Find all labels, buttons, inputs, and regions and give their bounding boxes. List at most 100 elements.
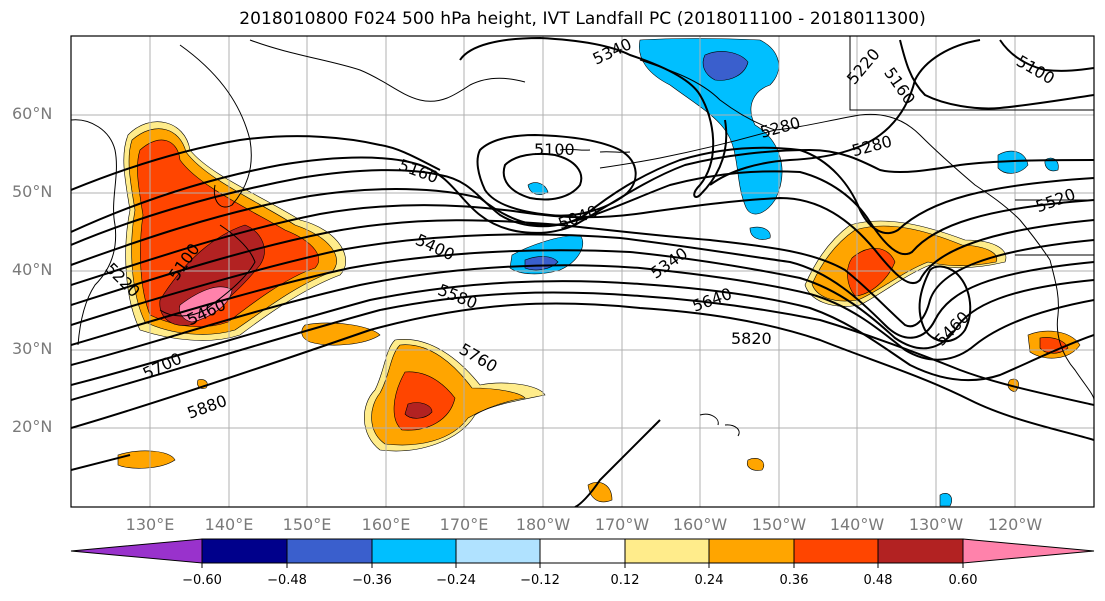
contour-label: 5700 [140,349,185,383]
lat-label: 40°N [12,260,53,279]
colorbar-tick-label: −0.60 [182,573,222,588]
contour-label: 5400 [413,230,458,264]
contour-line [459,36,728,198]
bering-islands [559,148,631,153]
lat-label: 30°N [12,339,53,358]
coastlines [71,36,1094,437]
colorbar-tick-label: 0.36 [779,573,809,588]
lon-label: 170°E [439,515,489,534]
ivt-negative-region [639,38,783,215]
contour-line [71,280,1094,386]
contour-line [709,39,981,186]
colorbar-tick-label: 0.12 [610,573,640,588]
ivt-negative-region [939,493,952,507]
ivt-negative-region [997,150,1029,174]
lat-label: 60°N [12,104,53,123]
ivt-positive-region [1039,337,1069,354]
north-america-coastline [1049,259,1094,401]
contour-line [71,135,441,191]
colorbar-segment [455,538,541,564]
ivt-negative-region [702,51,749,81]
ivt-positive-region [301,322,381,346]
colorbar-segment [201,538,288,564]
lon-label: 150°E [282,515,332,534]
contour-line [71,170,1094,266]
map-plot-area: 5340 5220 5160 5100 5280 5100 5160 5040 … [71,34,1094,507]
colorbar-tick-label: −0.48 [267,573,307,588]
contour-line [71,291,1094,406]
contour-line [71,249,1094,350]
contour-label: 5820 [731,329,772,348]
japan-coastline [159,224,256,317]
map-frame [70,35,1095,508]
lat-label: 50°N [12,182,53,201]
height-contours [71,36,1094,507]
lat-label: 20°N [12,417,53,436]
ivt-negative-region [749,226,771,240]
contour-line [71,196,1094,286]
colorbar-segment [286,538,373,564]
colorbar-segment [962,538,1095,564]
contour-line [502,152,583,201]
contour-label: 5220 [843,45,884,88]
lon-label: 120°W [987,515,1043,534]
contour-line [71,302,1094,441]
asia-coastline [71,119,117,346]
us-canada-border [1015,199,1094,256]
contour-line [999,39,1094,72]
colorbar-segment [70,538,203,564]
contour-label: 5100 [534,140,575,159]
lon-label: 180°W [515,515,571,534]
colorbar-segment [539,538,626,564]
contour-label: 5280 [850,131,894,160]
siberia-coastline [249,39,526,102]
lon-label: 170°W [594,515,650,534]
contour-label: 5160 [396,155,441,187]
colorbar [70,538,1095,568]
contour-label: 5340 [647,244,691,283]
hawaii-islands [699,413,740,437]
colorbar-tick-label: −0.36 [352,573,392,588]
colorbar-segment [793,538,879,564]
lon-label: 150°W [751,515,807,534]
lon-label: 140°W [829,515,885,534]
contour-line [918,265,972,343]
ivt-negative-region [1044,157,1059,172]
contour-label: 5880 [185,391,230,423]
graticule [71,36,1094,507]
colorbar-tick-label: 0.24 [694,573,724,588]
contour-line [71,219,1094,328]
contour-label: 5520 [1033,184,1078,216]
contour-line [476,133,637,217]
colorbar-segment [371,538,457,564]
contour-label: 5340 [590,34,635,68]
ivt-positive-region [747,458,765,471]
contour-line [71,264,1094,366]
ivt-positive-region [404,402,433,419]
contour-line [71,233,1094,339]
lon-label: 140°E [204,515,254,534]
colorbar-tick-label: 0.60 [948,573,978,588]
lon-label: 130°W [908,515,964,534]
colorbar-tick-label: −0.12 [520,573,560,588]
kamchatka-coastline [179,44,252,208]
map-title: 2018010800 F024 500 hPa height, IVT Land… [239,9,926,29]
lon-label: 160°E [361,515,411,534]
colorbar-tick-label: −0.24 [436,573,476,588]
canada-border [849,36,1094,111]
alaska-coastline [639,59,1051,261]
contour-line [71,146,1094,246]
lon-label: 160°W [672,515,728,534]
alaska-peninsula-coastline [599,129,776,169]
contour-line [574,419,661,507]
contour-label: 5280 [758,113,802,142]
colorbar-segment [624,538,710,564]
contour-line [899,39,1094,110]
lon-label: 130°E [125,515,175,534]
contour-line [71,454,131,471]
colorbar-segment [708,538,795,564]
colorbar-segment [877,538,964,564]
contour-label: 5100 [1013,51,1058,88]
colorbar-tick-label: 0.48 [863,573,893,588]
